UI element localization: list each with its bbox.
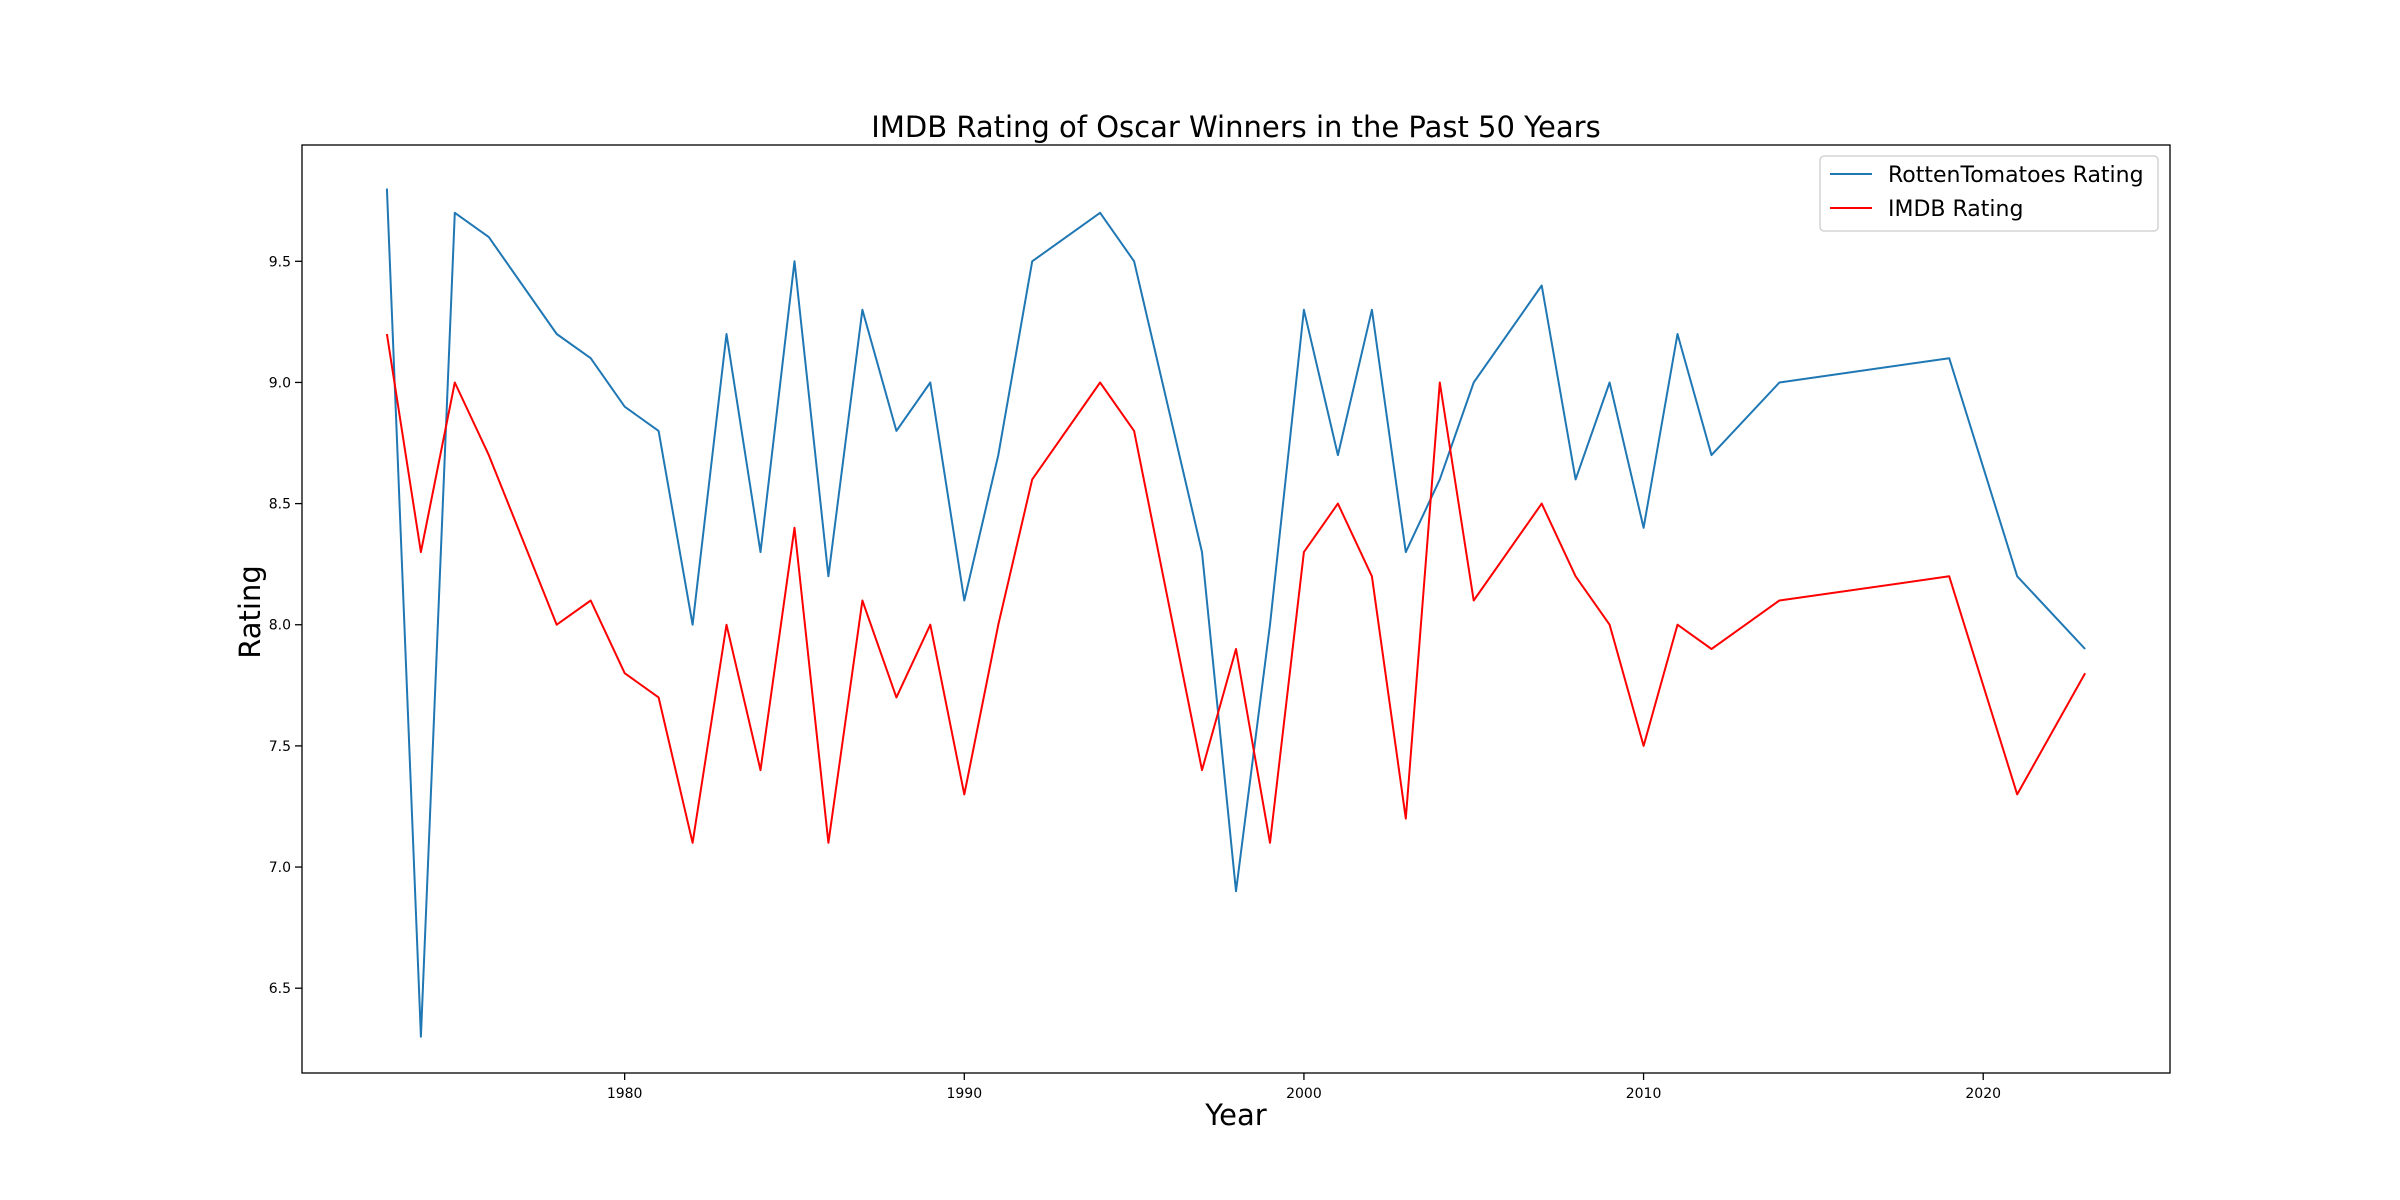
x-tick-label: 1980 <box>607 1086 643 1102</box>
legend-label: IMDB Rating <box>1888 197 2023 222</box>
x-axis: 1980 1990 2000 2010 2020 <box>607 1073 2001 1102</box>
y-tick-label: 9.0 <box>269 375 291 391</box>
y-tick-label: 8.5 <box>269 497 291 513</box>
series-line-imdb <box>385 333 2086 844</box>
y-tick-label: 7.0 <box>269 860 291 876</box>
legend: RottenTomatoes Rating IMDB Rating <box>1819 155 2159 232</box>
y-tick-label: 9.5 <box>269 254 291 270</box>
plot-area <box>385 188 2086 1038</box>
plot-frame <box>301 144 2171 1074</box>
chart-title: IMDB Rating of Oscar Winners in the Past… <box>871 110 1600 144</box>
y-tick-label: 7.5 <box>269 739 291 755</box>
y-tick-label: 8.0 <box>269 618 291 634</box>
legend-label: RottenTomatoes Rating <box>1888 163 2144 188</box>
y-axis: 6.5 7.0 7.5 8.0 8.5 9.0 9.5 <box>269 254 302 997</box>
x-tick-label: 2000 <box>1286 1086 1322 1102</box>
legend-box <box>1819 155 2159 232</box>
x-tick-label: 2010 <box>1626 1086 1662 1102</box>
x-axis-label: Year <box>1204 1098 1266 1132</box>
x-tick-label: 2020 <box>1965 1086 2001 1102</box>
y-axis-label: Rating <box>233 565 267 659</box>
y-tick-label: 6.5 <box>269 981 291 997</box>
x-tick-label: 1990 <box>946 1086 982 1102</box>
series-line-rottentomatoes <box>385 188 2086 1038</box>
